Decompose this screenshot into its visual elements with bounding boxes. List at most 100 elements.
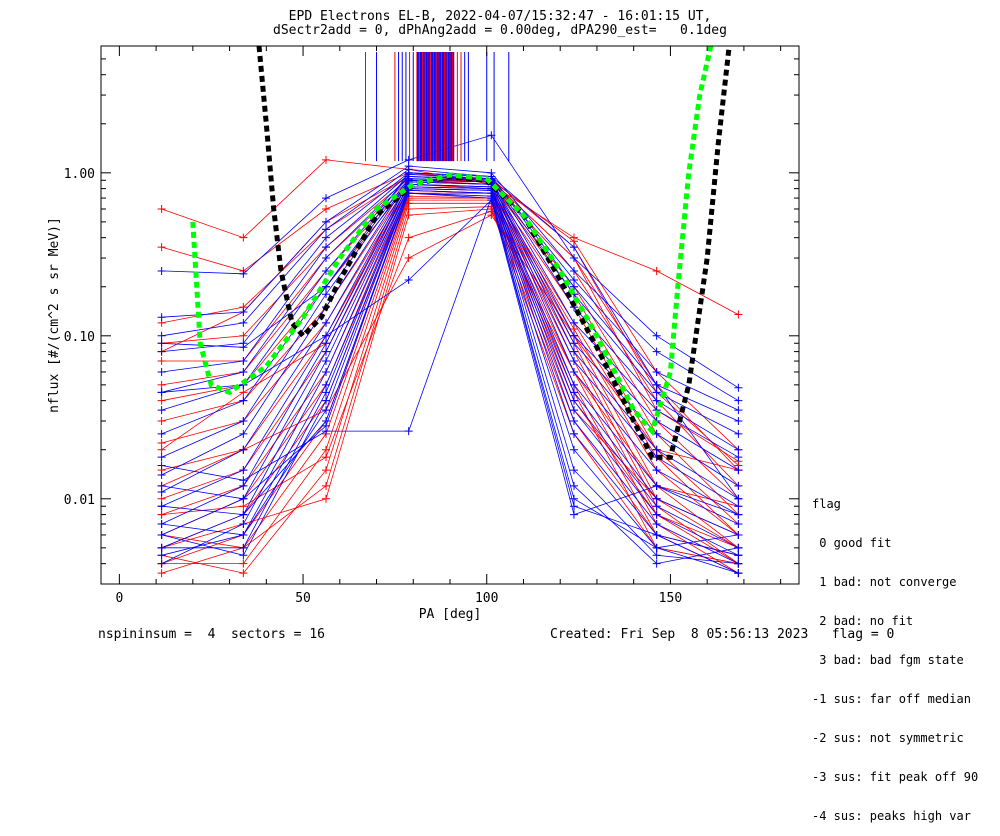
legend-item-m3-fit-peak-off: -3 sus: fit peak off 90 bbox=[812, 770, 979, 784]
blue-series-point-10-1 bbox=[239, 445, 248, 454]
x-tick-label-1: 50 bbox=[295, 591, 311, 606]
blue-series-point-19-6 bbox=[652, 551, 661, 560]
red-series-line-22 bbox=[161, 179, 739, 462]
blue-series-point-22-3 bbox=[404, 427, 413, 436]
blue-series-point-11-6 bbox=[652, 466, 661, 475]
x-tick-label-3: 150 bbox=[659, 591, 682, 606]
blue-series-point-22-5 bbox=[569, 502, 578, 511]
blue-series-point-2-6 bbox=[652, 367, 661, 376]
pitch-angle-plot: 0 50 100 150 0.01 0.10 1.00 PA [deg] nflux [#/(c… bbox=[47, 45, 800, 622]
blue-series-point-18-1 bbox=[239, 551, 248, 560]
blue-series-point-18-5 bbox=[569, 445, 578, 454]
blue-series-point-13-5 bbox=[569, 388, 578, 397]
blue-series-point-18-2 bbox=[322, 396, 331, 405]
blue-series-point-15-5 bbox=[569, 406, 578, 415]
blue-series-point-9-0 bbox=[157, 470, 166, 479]
blue-series-point-19-5 bbox=[569, 466, 578, 475]
footer-created-info: Created: Fri Sep 8 05:56:13 2023 flag = … bbox=[550, 627, 895, 642]
blue-series-point-15-0 bbox=[157, 559, 166, 568]
blue-series-point-15-6 bbox=[652, 510, 661, 519]
blue-series-line-11 bbox=[161, 181, 739, 515]
legend-item-m2-not-symmetric: -2 sus: not symmetric bbox=[812, 731, 964, 745]
blue-series-point-23-3 bbox=[404, 275, 413, 284]
blue-series-point-5-7 bbox=[734, 445, 743, 454]
blue-series-point-7-1 bbox=[239, 396, 248, 405]
red-series-point-17-1 bbox=[239, 569, 248, 578]
blue-series-point-21-0 bbox=[157, 481, 166, 490]
blue-series-point-6-7 bbox=[734, 453, 743, 462]
blue-series-point-23-7 bbox=[734, 510, 743, 519]
x-tick-label-2: 100 bbox=[475, 591, 498, 606]
red-series-point-0-6 bbox=[652, 266, 661, 275]
blue-series-point-0-5 bbox=[569, 254, 578, 263]
blue-series-point-6-5 bbox=[569, 318, 578, 327]
red-series-point-0-1 bbox=[239, 233, 248, 242]
chart-title-line1: EPD Electrons EL-B, 2022-04-07/15:32:47 … bbox=[288, 9, 712, 24]
blue-series-point-20-0 bbox=[157, 502, 166, 511]
blue-series-point-13-2 bbox=[322, 347, 331, 356]
blue-series-point-10-7 bbox=[734, 502, 743, 511]
blue-series-point-7-5 bbox=[569, 331, 578, 340]
blue-series-point-16-5 bbox=[569, 417, 578, 426]
red-series-point-19-3 bbox=[404, 211, 413, 220]
blue-series-line-21 bbox=[161, 192, 739, 549]
blue-series-point-10-5 bbox=[569, 357, 578, 366]
blue-series-point-9-6 bbox=[652, 445, 661, 454]
blue-series-point-4-6 bbox=[652, 388, 661, 397]
blue-series-point-23-2 bbox=[322, 331, 331, 340]
blue-series-line-15 bbox=[161, 186, 739, 564]
blue-series-line-7 bbox=[161, 178, 739, 471]
red-series-point-8-0 bbox=[157, 438, 166, 447]
blue-series-point-7-7 bbox=[734, 466, 743, 475]
red-series-point-6-0 bbox=[157, 396, 166, 405]
blue-series-point-19-0 bbox=[157, 520, 166, 529]
blue-series-point-16-6 bbox=[652, 520, 661, 529]
blue-series-point-23-0 bbox=[157, 388, 166, 397]
red-series-line-19 bbox=[161, 208, 739, 564]
red-series-point-1-0 bbox=[157, 243, 166, 252]
red-series-line-17 bbox=[161, 202, 739, 574]
blue-series-point-0-0 bbox=[157, 266, 166, 275]
blue-series-point-23-4 bbox=[487, 196, 496, 205]
y-tick-label-2: 1.00 bbox=[64, 167, 95, 182]
blue-series-point-1-7 bbox=[734, 396, 743, 405]
y-tick-label-0: 0.01 bbox=[64, 493, 95, 508]
blue-series-point-23-6 bbox=[652, 481, 661, 490]
blue-series-point-19-7 bbox=[734, 559, 743, 568]
red-series-point-4-0 bbox=[157, 357, 166, 366]
blue-series-point-21-1 bbox=[239, 494, 248, 503]
axes-group: 0 50 100 150 0.01 0.10 1.00 PA [deg] nflux [#/(c… bbox=[47, 45, 799, 622]
chart-title-line2: dSectr2add = 0, dPhAng2add = 0.00deg, dP… bbox=[273, 23, 727, 38]
red-series-point-17-2 bbox=[322, 466, 331, 475]
blue-series-point-21-6 bbox=[652, 543, 661, 552]
blue-series-point-8-0 bbox=[157, 453, 166, 462]
blue-series-point-14-6 bbox=[652, 502, 661, 511]
blue-series-point-22-7 bbox=[734, 551, 743, 560]
blue-series-point-22-2 bbox=[322, 427, 331, 436]
red-series-line-16 bbox=[161, 199, 739, 564]
blue-series-point-19-1 bbox=[239, 530, 248, 539]
blue-series-point-10-2 bbox=[322, 318, 331, 327]
red-series-point-20-3 bbox=[404, 233, 413, 242]
blue-series-line-20 bbox=[161, 192, 739, 565]
red-series-point-18-2 bbox=[322, 481, 331, 490]
blue-series-point-18-7 bbox=[734, 569, 743, 578]
blue-series-line-17 bbox=[161, 188, 739, 574]
blue-series-point-3-7 bbox=[734, 417, 743, 426]
blue-series-line-9 bbox=[161, 179, 739, 500]
legend-title: flag bbox=[812, 497, 841, 511]
red-series-point-22-0 bbox=[157, 445, 166, 454]
blue-series-point-9-1 bbox=[239, 429, 248, 438]
red-series-point-0-2 bbox=[322, 155, 331, 164]
blue-series-point-8-6 bbox=[652, 429, 661, 438]
blue-series-point-9-5 bbox=[569, 347, 578, 356]
blue-series-point-4-0 bbox=[157, 367, 166, 376]
red-series-point-19-2 bbox=[322, 494, 331, 503]
blue-series-point-24-5 bbox=[569, 243, 578, 252]
blue-series-point-17-2 bbox=[322, 388, 331, 397]
blue-series-point-3-0 bbox=[157, 347, 166, 356]
red-series-point-7-0 bbox=[157, 417, 166, 426]
y-axis-label: nflux [#/(cm^2 s sr MeV)] bbox=[47, 217, 62, 413]
blue-series-line-16 bbox=[161, 188, 739, 564]
blue-series-point-2-1 bbox=[239, 318, 248, 327]
